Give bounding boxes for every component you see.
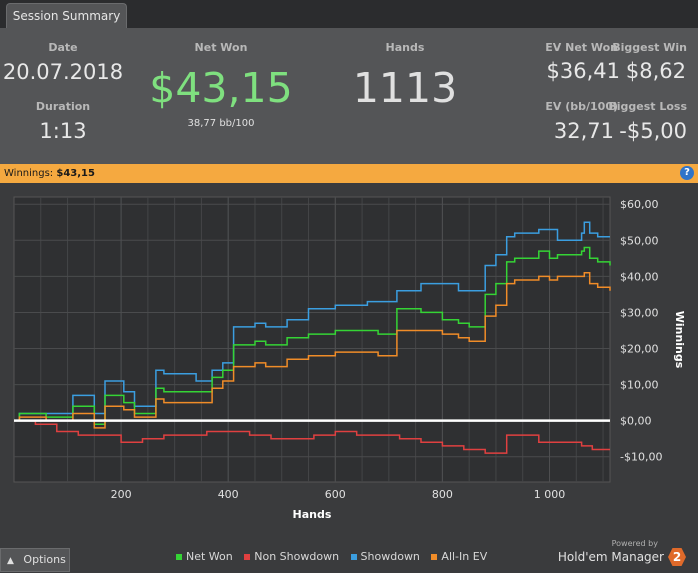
winnings-label: Winnings:: [4, 168, 54, 179]
series-line-net-won: [14, 246, 611, 426]
y-tick-label: $20,00: [620, 343, 659, 356]
footer: ▲ Options Net Won Non Showdown Showdown …: [0, 539, 698, 573]
chart-legend: Net Won Non Showdown Showdown All-In EV: [176, 550, 495, 563]
x-tick-label: 600: [325, 488, 346, 501]
legend-item-non-showdown[interactable]: Non Showdown: [244, 550, 339, 563]
x-tick-label: 1 000: [534, 488, 566, 501]
y-tick-label: $0,00: [620, 415, 652, 428]
duration-value: 1:13: [39, 119, 87, 143]
legend-label: Non Showdown: [254, 550, 340, 563]
legend-item-showdown[interactable]: Showdown: [350, 550, 420, 563]
net-won-label: Net Won: [194, 41, 248, 54]
y-tick-label: $40,00: [620, 270, 659, 283]
tab-session-summary[interactable]: Session Summary: [6, 3, 127, 28]
winnings-chart-area: -$10,00 $0,00 $10,00 $20,00 $30,00 $40,00 $50,…: [0, 183, 698, 548]
net-won-value: $43,15: [149, 64, 293, 112]
ev-bb100-label: EV (bb/100): [545, 100, 618, 113]
hands-value: 1113: [352, 64, 458, 112]
series-line-non-showdown: [14, 419, 610, 454]
y-tick-label: $60,00: [620, 198, 659, 211]
y-axis-label: Winnings: [673, 311, 686, 369]
brand-badge-icon: 2: [668, 548, 686, 566]
duration-label: Duration: [35, 100, 91, 113]
series-line-all-in-ev: [14, 272, 611, 429]
y-tick-label: -$10,00: [620, 451, 662, 464]
brand-name: Hold'em Manager: [557, 550, 664, 564]
winnings-chart: -$10,00 $0,00 $10,00 $20,00 $30,00 $40,00 $50,…: [13, 196, 686, 521]
winnings-bar: Winnings: $43,15 ?: [0, 164, 698, 183]
legend-item-net-won[interactable]: Net Won: [176, 550, 233, 563]
help-icon[interactable]: ?: [680, 166, 694, 180]
bb100-value: 38,77 bb/100: [187, 118, 255, 129]
series-line-showdown: [14, 221, 610, 422]
brand-logo: Powered by Hold'em Manager 2: [558, 539, 686, 566]
x-axis-label: Hands: [293, 508, 332, 521]
hands-label: Hands: [385, 41, 425, 54]
y-tick-label: $10,00: [620, 379, 659, 392]
legend-swatch: [176, 554, 182, 560]
legend-item-all-in-ev[interactable]: All-In EV: [431, 550, 487, 563]
x-tick-label: 800: [432, 488, 453, 501]
biggest-loss-label: Biggest Loss: [608, 100, 687, 113]
winnings-value: $43,15: [56, 168, 95, 179]
options-button[interactable]: ▲ Options: [0, 548, 70, 572]
ev-bb100-value: 32,71: [553, 119, 614, 143]
chevron-up-icon: ▲: [7, 556, 14, 566]
options-label: Options: [23, 553, 66, 566]
legend-swatch: [350, 554, 357, 560]
biggest-win-value: $8,62: [625, 59, 686, 83]
ev-net-won-value: $36,41: [546, 59, 620, 83]
x-tick-label: 400: [218, 488, 239, 501]
summary-panel: Date 20.07.2018 Duration 1:13 Net Won $4…: [0, 28, 698, 164]
date-value: 20.07.2018: [2, 60, 124, 84]
legend-label: Net Won: [186, 550, 233, 563]
biggest-loss-value: -$5,00: [619, 119, 687, 143]
date-label: Date: [48, 41, 78, 54]
y-tick-label: $50,00: [620, 234, 659, 247]
y-tick-label: $30,00: [620, 306, 659, 319]
legend-swatch: [431, 554, 438, 560]
biggest-win-label: Biggest Win: [612, 41, 687, 54]
x-tick-label: 200: [111, 488, 132, 501]
powered-by-text: Powered by: [611, 539, 658, 548]
legend-label: Showdown: [360, 550, 420, 563]
ev-net-won-label: EV Net Won: [545, 41, 618, 54]
tab-bar: Session Summary: [0, 0, 698, 28]
legend-label: All-In EV: [441, 550, 488, 563]
legend-swatch: [244, 554, 251, 560]
